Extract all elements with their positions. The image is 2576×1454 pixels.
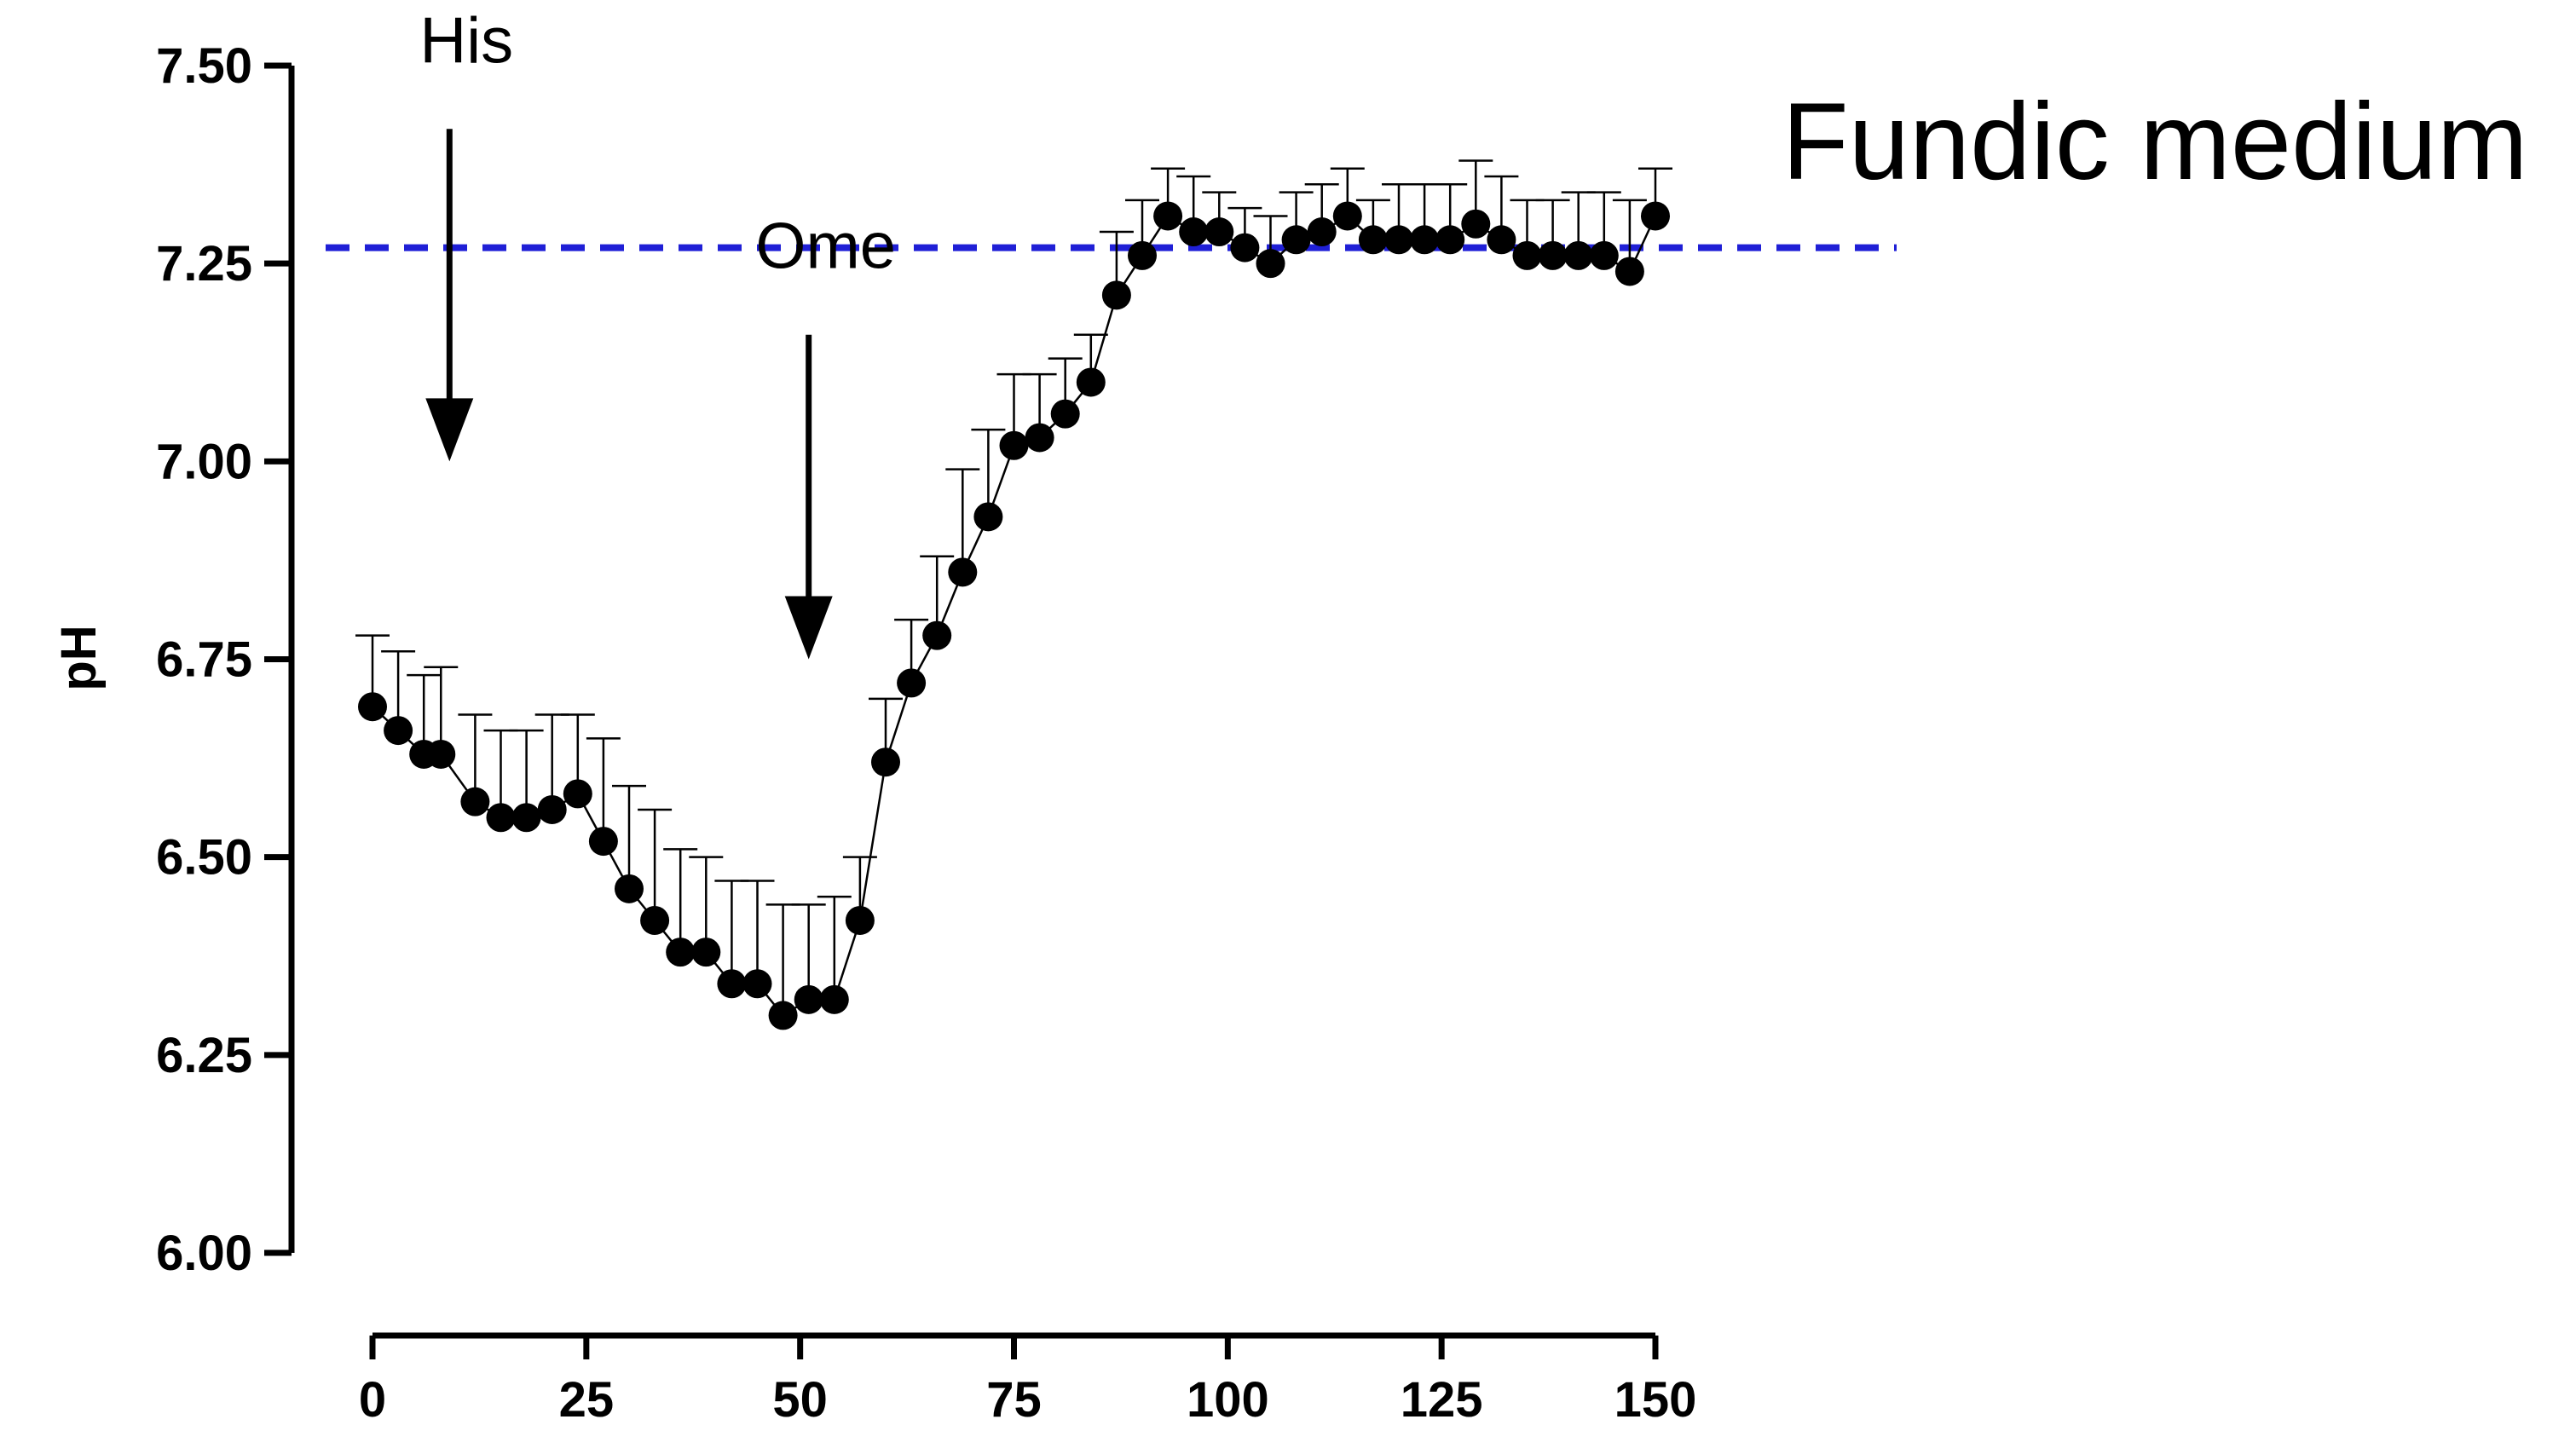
data-point xyxy=(640,905,670,935)
data-point xyxy=(1563,240,1593,270)
data-point xyxy=(742,969,772,999)
y-tick-label: 6.25 xyxy=(156,1028,252,1083)
y-tick-label: 6.75 xyxy=(156,632,252,688)
x-tick-label: 100 xyxy=(1187,1372,1269,1428)
data-point xyxy=(1101,280,1131,310)
data-point xyxy=(1410,225,1440,255)
data-point xyxy=(511,803,541,833)
data-point xyxy=(1487,225,1516,255)
annotation-arrow-head xyxy=(425,398,474,462)
data-point xyxy=(1614,257,1644,286)
data-point xyxy=(1461,209,1491,239)
data-point xyxy=(1384,225,1413,255)
data-point xyxy=(1179,217,1209,247)
data-point xyxy=(537,794,567,824)
annotation-label: His xyxy=(419,4,513,77)
data-point xyxy=(358,692,387,722)
y-tick-label: 7.25 xyxy=(156,236,252,291)
data-point xyxy=(1204,217,1234,247)
data-point xyxy=(615,874,644,903)
data-point xyxy=(460,787,490,816)
data-point xyxy=(1538,240,1568,270)
data-point xyxy=(1307,217,1337,247)
axes: 6.00 6.25 6.50 6.75 7.00 7.25 7.50 0 25 50 75 100 12… xyxy=(156,38,1696,1428)
data-point xyxy=(1025,423,1054,453)
x-tick-label: 150 xyxy=(1614,1372,1697,1428)
data-point xyxy=(922,620,952,650)
y-tick-label: 6.00 xyxy=(156,1226,252,1281)
data-point xyxy=(563,779,592,809)
data-point xyxy=(1256,249,1285,279)
x-tick-label: 50 xyxy=(772,1372,828,1428)
data-point xyxy=(794,984,823,1014)
data-point xyxy=(588,827,618,857)
y-tick-label: 6.50 xyxy=(156,830,252,886)
data-point xyxy=(717,969,747,999)
data-point xyxy=(1332,201,1362,231)
y-tick-label: 7.50 xyxy=(156,38,252,94)
data-point xyxy=(871,747,900,777)
data-point xyxy=(1153,201,1183,231)
data-point xyxy=(486,803,516,833)
data-point xyxy=(384,716,413,746)
data-point xyxy=(768,1001,798,1030)
x-tick-label: 125 xyxy=(1401,1372,1483,1428)
data-point xyxy=(1050,399,1080,429)
x-tick-label: 25 xyxy=(559,1372,615,1428)
annotations: His Ome xyxy=(419,4,896,660)
x-tick-label: 75 xyxy=(986,1372,1042,1428)
x-tick-label: 0 xyxy=(359,1372,386,1428)
y-axis-title: pH xyxy=(51,625,107,690)
data-point xyxy=(999,430,1029,460)
annotation-arrow-head xyxy=(784,596,833,660)
data-point xyxy=(1281,225,1311,255)
data-point xyxy=(426,739,456,769)
data-point xyxy=(1512,240,1542,270)
series-line xyxy=(372,214,1657,1018)
data-point xyxy=(1128,240,1157,270)
data-point xyxy=(948,557,978,587)
annotation-label: Ome xyxy=(755,211,896,283)
chart-title: Fundic medium xyxy=(1782,81,2528,203)
data-point xyxy=(1641,201,1670,231)
data-point xyxy=(1358,225,1388,255)
data-point xyxy=(973,502,1003,532)
data-point xyxy=(897,668,927,698)
y-tick-label: 7.00 xyxy=(156,434,252,489)
data-point xyxy=(1589,240,1619,270)
data-point xyxy=(845,905,875,935)
data-point xyxy=(1435,225,1465,255)
data-point xyxy=(819,984,849,1014)
data-point xyxy=(1076,367,1106,397)
data-point xyxy=(1230,233,1260,263)
series-layer xyxy=(355,159,1672,1030)
data-point xyxy=(691,938,721,967)
data-point xyxy=(666,938,696,967)
